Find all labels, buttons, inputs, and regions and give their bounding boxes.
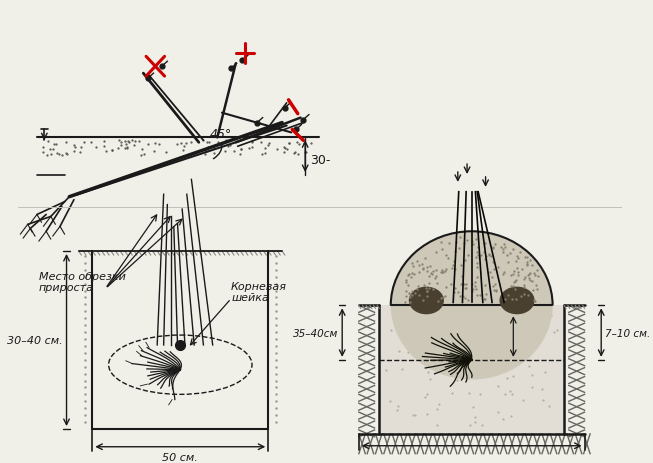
Text: 30–40 см.: 30–40 см. [7, 335, 63, 345]
Ellipse shape [390, 232, 552, 380]
Text: Место обрезки
прироста: Место обрезки прироста [39, 271, 125, 293]
Text: 50 см.: 50 см. [163, 452, 198, 462]
Bar [379, 306, 564, 434]
Ellipse shape [500, 287, 535, 315]
Ellipse shape [409, 287, 444, 315]
Text: 30-: 30- [310, 153, 330, 166]
Text: 7–10 см.: 7–10 см. [605, 328, 650, 338]
Text: 35–40см: 35–40см [293, 328, 338, 338]
Text: Корневая
шейка: Корневая шейка [231, 281, 287, 303]
Text: 45°: 45° [210, 128, 232, 141]
